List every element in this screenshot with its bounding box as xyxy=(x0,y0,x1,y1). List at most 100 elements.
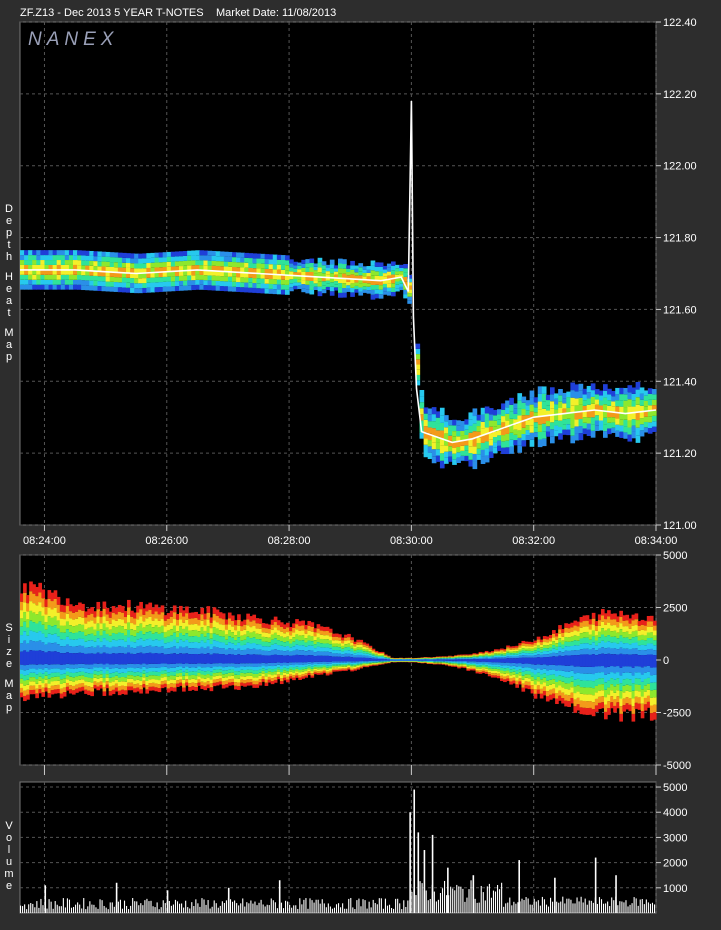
heat-cell xyxy=(102,257,107,262)
volume-bar xyxy=(389,905,390,913)
heat-cell xyxy=(579,426,584,433)
heat-cell xyxy=(611,407,616,412)
heat-cell xyxy=(138,254,143,259)
heat-cell xyxy=(338,288,343,293)
volume-bar xyxy=(397,899,398,913)
heat-cell xyxy=(309,281,314,285)
heat-cell xyxy=(619,388,624,394)
heat-cell xyxy=(277,260,282,265)
heat-cell xyxy=(175,286,180,291)
heat-cell xyxy=(224,262,229,267)
heat-cell xyxy=(644,401,649,406)
volume-bar xyxy=(328,903,329,913)
heat-cell xyxy=(142,283,147,288)
volume-bar xyxy=(324,903,325,913)
heat-cell xyxy=(44,260,49,265)
heat-cell xyxy=(632,426,637,432)
heat-cell xyxy=(305,285,310,289)
heat-cell xyxy=(521,428,526,434)
heat-cell xyxy=(326,284,331,287)
heat-cell xyxy=(175,281,180,286)
heat-cell xyxy=(428,415,433,421)
heat-cell xyxy=(595,389,600,394)
heat-cell xyxy=(346,285,351,288)
heat-cell xyxy=(89,251,94,256)
volume-bar xyxy=(395,899,396,913)
heat-cell xyxy=(334,272,339,275)
heat-cell xyxy=(383,266,388,270)
heat-cell xyxy=(85,285,90,290)
heat-cell xyxy=(599,425,604,430)
heat-cell xyxy=(289,259,294,263)
volume-bar xyxy=(499,889,500,913)
heat-cell xyxy=(322,281,327,285)
heat-cell xyxy=(636,420,641,428)
heat-cell xyxy=(542,431,547,438)
heat-cell xyxy=(305,289,310,293)
size-cell-lower xyxy=(280,681,284,684)
volume-bar xyxy=(530,905,531,913)
volume-bar xyxy=(487,886,488,913)
heat-cell xyxy=(440,408,445,416)
size-cell-upper xyxy=(387,657,391,658)
volume-bar xyxy=(489,884,490,913)
size-cell-lower xyxy=(210,687,214,691)
heat-cell xyxy=(554,415,559,420)
heat-cell xyxy=(424,414,429,420)
heat-cell xyxy=(371,265,376,270)
heat-cell xyxy=(595,405,600,410)
heat-cell xyxy=(371,270,376,275)
heat-cell xyxy=(379,285,384,290)
heat-cell xyxy=(632,400,637,406)
heat-cell xyxy=(314,283,319,286)
heat-cell xyxy=(623,401,628,407)
heat-cell xyxy=(32,255,37,260)
heat-cell xyxy=(199,260,204,265)
heat-cell xyxy=(619,394,624,400)
heat-cell xyxy=(40,255,45,260)
heat-cell xyxy=(110,282,115,287)
heat-cell xyxy=(505,414,510,421)
heat-cell xyxy=(481,415,486,422)
volume-bar xyxy=(644,904,645,913)
heat-cell xyxy=(232,257,237,262)
volume-bar xyxy=(275,902,276,913)
volume-bar xyxy=(334,908,335,913)
heat-cell xyxy=(293,269,298,272)
size-cell-lower xyxy=(329,673,333,675)
heat-cell xyxy=(350,261,355,265)
heat-cell xyxy=(530,440,535,447)
heat-cell xyxy=(330,260,335,265)
heat-cell xyxy=(615,425,620,431)
heat-cell xyxy=(558,395,563,401)
volume-bar xyxy=(85,909,86,913)
heat-cell xyxy=(542,424,547,431)
volume-bar xyxy=(572,903,573,913)
volume-spike xyxy=(447,868,449,913)
heat-cell xyxy=(497,441,502,446)
volume-bar xyxy=(611,897,612,913)
heat-cell xyxy=(587,417,592,423)
heat-cell xyxy=(36,250,41,255)
heat-cell xyxy=(362,266,367,269)
volume-bar xyxy=(226,900,227,913)
heat-cell xyxy=(485,420,490,427)
heat-cell xyxy=(277,280,282,285)
heat-cell xyxy=(428,427,433,433)
size-cell-lower xyxy=(265,683,269,686)
size-cell-upper xyxy=(57,597,61,605)
size-cell-upper xyxy=(387,656,391,657)
heat-cell xyxy=(89,281,94,286)
size-cell-lower xyxy=(653,697,657,704)
heat-cell xyxy=(297,286,302,289)
heat-cell xyxy=(464,456,469,461)
heat-cell xyxy=(489,446,494,452)
volume-bar xyxy=(375,903,376,913)
heat-cell xyxy=(301,268,306,272)
volume-bar xyxy=(314,903,315,913)
heat-cell xyxy=(517,445,522,452)
heat-cell xyxy=(407,300,412,304)
heat-cell xyxy=(146,253,151,258)
size-cell-lower xyxy=(292,678,296,681)
heat-cell xyxy=(77,280,82,285)
